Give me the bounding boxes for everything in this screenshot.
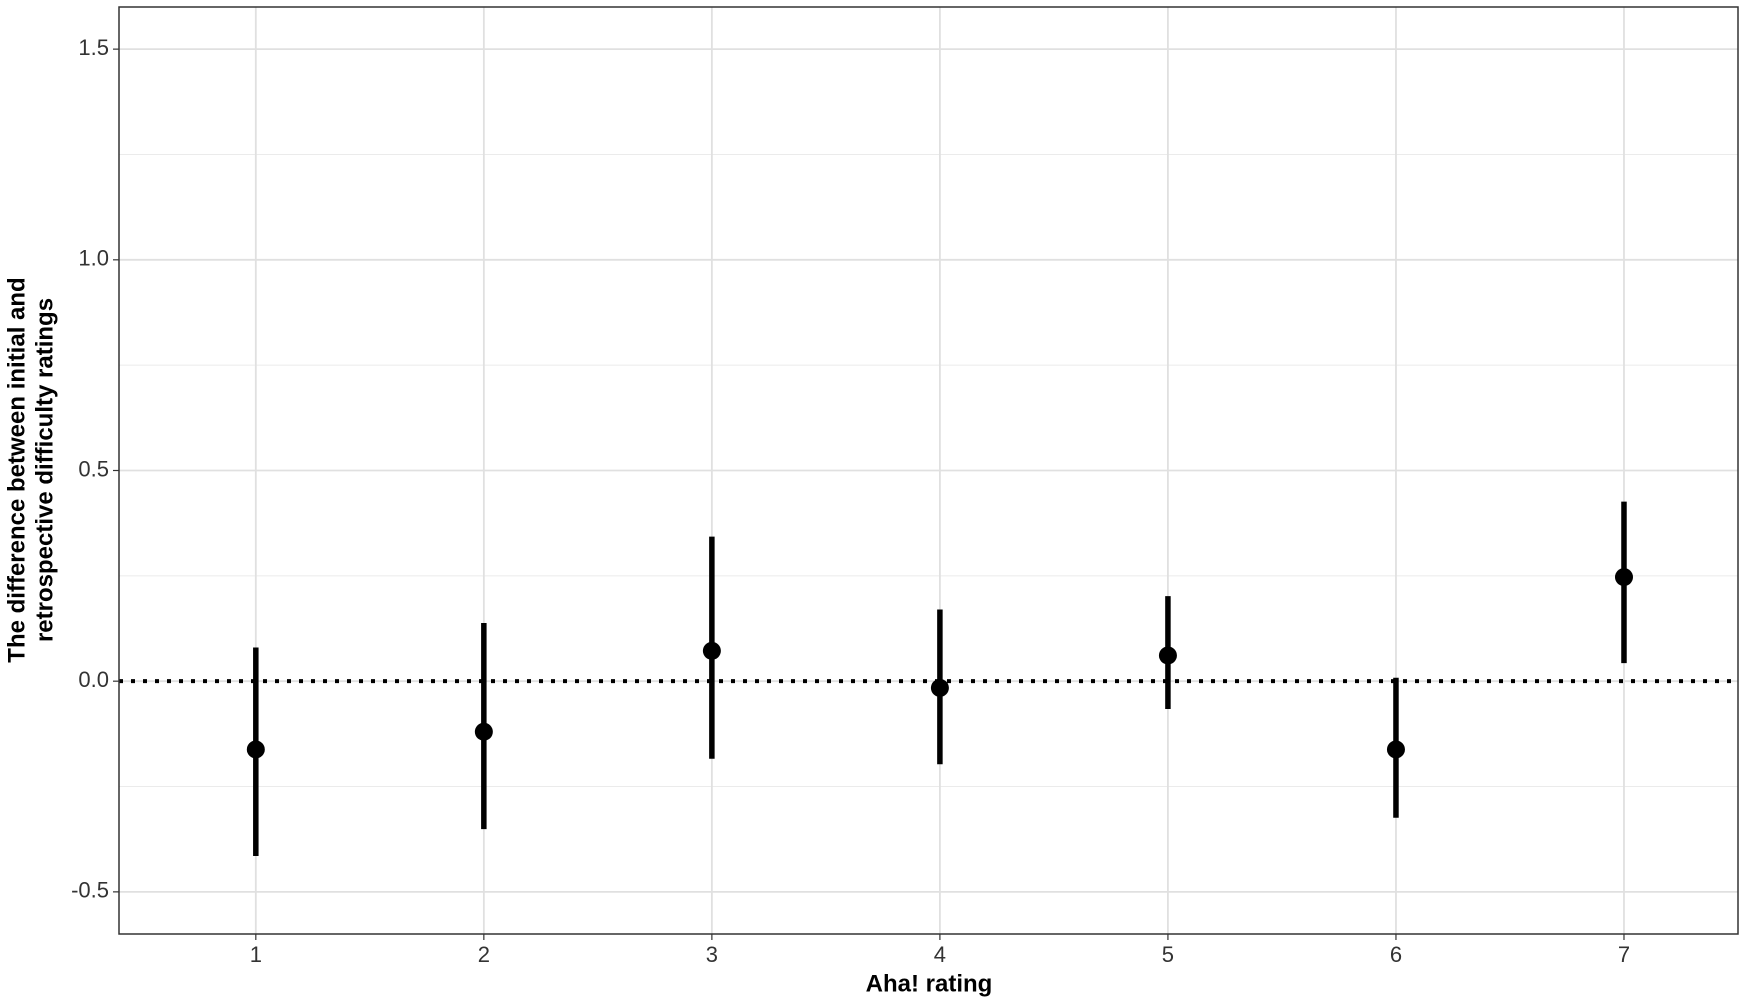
y-tick-label: -0.5 — [71, 878, 109, 903]
point — [930, 678, 949, 697]
y-tick-label: 0.0 — [78, 667, 109, 692]
y-axis-title: retrospective difficulty ratings — [31, 298, 58, 642]
x-tick-label: 5 — [1162, 942, 1174, 967]
x-tick-label: 1 — [250, 942, 262, 967]
plot-border — [118, 6, 1739, 935]
point — [702, 641, 721, 660]
y-axis-title: The difference between initial and — [3, 277, 30, 662]
point — [1386, 740, 1405, 759]
x-tick-label: 6 — [1390, 942, 1402, 967]
x-tick-label: 4 — [934, 942, 946, 967]
point — [1614, 568, 1633, 587]
x-tick-label: 7 — [1618, 942, 1630, 967]
y-tick-label: 0.5 — [78, 456, 109, 481]
x-tick-label: 2 — [478, 942, 490, 967]
point — [474, 722, 493, 741]
x-axis-title: Aha! rating — [866, 970, 993, 997]
y-tick-label: 1.5 — [78, 35, 109, 60]
y-tick-label: 1.0 — [78, 246, 109, 271]
point — [246, 740, 265, 759]
point — [1158, 646, 1177, 665]
x-tick-label: 3 — [706, 942, 718, 967]
